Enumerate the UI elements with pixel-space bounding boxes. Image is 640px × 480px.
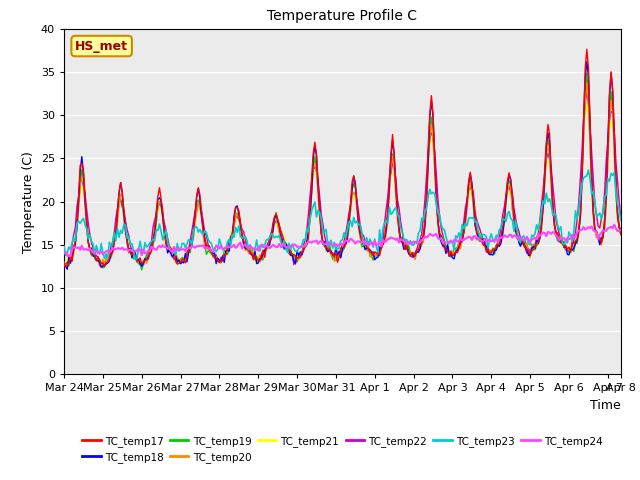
Line: TC_temp20: TC_temp20 <box>64 83 621 268</box>
TC_temp19 <box>138 267 145 273</box>
TC_temp23 <box>133 256 141 262</box>
TC_temp23 <box>402 237 410 242</box>
TC_temp18 <box>67 260 74 266</box>
TC_temp20 <box>219 258 227 264</box>
TC_temp21 <box>200 222 207 228</box>
TC_temp24 <box>67 253 74 259</box>
TC_temp18 <box>148 246 156 252</box>
TC_temp17 <box>148 248 156 253</box>
Line: TC_temp17: TC_temp17 <box>64 49 621 267</box>
TC_temp21 <box>148 240 156 246</box>
Line: TC_temp24: TC_temp24 <box>64 225 621 256</box>
TC_temp18 <box>200 224 207 230</box>
TC_temp21 <box>67 251 74 257</box>
TC_temp23 <box>298 242 306 248</box>
TC_temp21 <box>617 216 625 222</box>
TC_temp17 <box>298 250 306 255</box>
TC_temp23 <box>219 247 227 253</box>
TC_temp22 <box>617 214 625 219</box>
TC_temp23 <box>60 243 68 249</box>
TC_temp22 <box>400 239 408 244</box>
TC_temp18 <box>60 264 68 270</box>
TC_temp20 <box>65 256 73 262</box>
TC_temp23 <box>200 231 207 237</box>
TC_temp17 <box>62 264 70 270</box>
TC_temp24 <box>402 238 410 244</box>
TC_temp18 <box>583 59 591 64</box>
TC_temp18 <box>402 242 410 248</box>
TC_temp19 <box>148 243 156 249</box>
TC_temp21 <box>583 101 591 107</box>
Line: TC_temp22: TC_temp22 <box>64 93 621 267</box>
TC_temp18 <box>617 227 625 233</box>
TC_temp18 <box>219 253 227 259</box>
TC_temp20 <box>298 249 306 255</box>
TC_temp17 <box>402 247 410 252</box>
TC_temp20 <box>200 232 207 238</box>
TC_temp19 <box>60 259 68 264</box>
TC_temp17 <box>200 228 207 234</box>
TC_temp19 <box>583 71 591 76</box>
TC_temp24 <box>200 243 207 249</box>
TC_temp21 <box>60 263 68 268</box>
TC_temp23 <box>148 239 156 244</box>
TC_temp17 <box>67 253 74 259</box>
TC_temp20 <box>402 245 410 251</box>
TC_temp24 <box>65 252 73 258</box>
TC_temp17 <box>583 47 591 52</box>
Title: Temperature Profile C: Temperature Profile C <box>268 10 417 24</box>
Y-axis label: Temperature (C): Temperature (C) <box>22 151 35 252</box>
TC_temp23 <box>65 244 73 250</box>
TC_temp24 <box>219 246 227 252</box>
TC_temp20 <box>583 80 591 86</box>
TC_temp19 <box>402 238 410 244</box>
TC_temp23 <box>617 217 625 223</box>
TC_temp19 <box>298 252 306 257</box>
Line: TC_temp19: TC_temp19 <box>64 73 621 270</box>
Line: TC_temp18: TC_temp18 <box>64 61 621 269</box>
TC_temp20 <box>97 265 105 271</box>
TC_temp22 <box>217 254 225 260</box>
TC_temp21 <box>402 244 410 250</box>
TC_temp22 <box>198 208 205 214</box>
TC_temp24 <box>298 244 306 250</box>
TC_temp22 <box>65 258 73 264</box>
TC_temp24 <box>60 251 68 256</box>
Line: TC_temp21: TC_temp21 <box>64 104 621 266</box>
TC_temp19 <box>200 229 207 235</box>
TC_temp17 <box>219 258 227 264</box>
TC_temp21 <box>62 264 70 269</box>
TC_temp19 <box>219 257 227 263</box>
X-axis label: Time: Time <box>590 399 621 412</box>
Line: TC_temp23: TC_temp23 <box>64 170 621 259</box>
TC_temp22 <box>60 264 68 270</box>
TC_temp24 <box>611 222 618 228</box>
TC_temp22 <box>583 90 591 96</box>
TC_temp21 <box>298 249 306 255</box>
TC_temp17 <box>617 231 625 237</box>
TC_temp22 <box>296 255 304 261</box>
TC_temp20 <box>617 232 625 238</box>
TC_temp22 <box>146 244 154 250</box>
Text: HS_met: HS_met <box>75 39 128 52</box>
TC_temp19 <box>617 228 625 234</box>
TC_temp20 <box>60 264 68 269</box>
TC_temp21 <box>219 254 227 260</box>
TC_temp17 <box>60 259 68 265</box>
TC_temp24 <box>617 227 625 233</box>
TC_temp24 <box>148 244 156 250</box>
TC_temp23 <box>584 167 592 173</box>
TC_temp18 <box>63 266 71 272</box>
Legend: TC_temp17, TC_temp18, TC_temp19, TC_temp20, TC_temp21, TC_temp22, TC_temp23, TC_: TC_temp17, TC_temp18, TC_temp19, TC_temp… <box>77 432 607 467</box>
TC_temp20 <box>148 250 156 255</box>
TC_temp19 <box>65 263 73 269</box>
TC_temp18 <box>298 252 306 258</box>
